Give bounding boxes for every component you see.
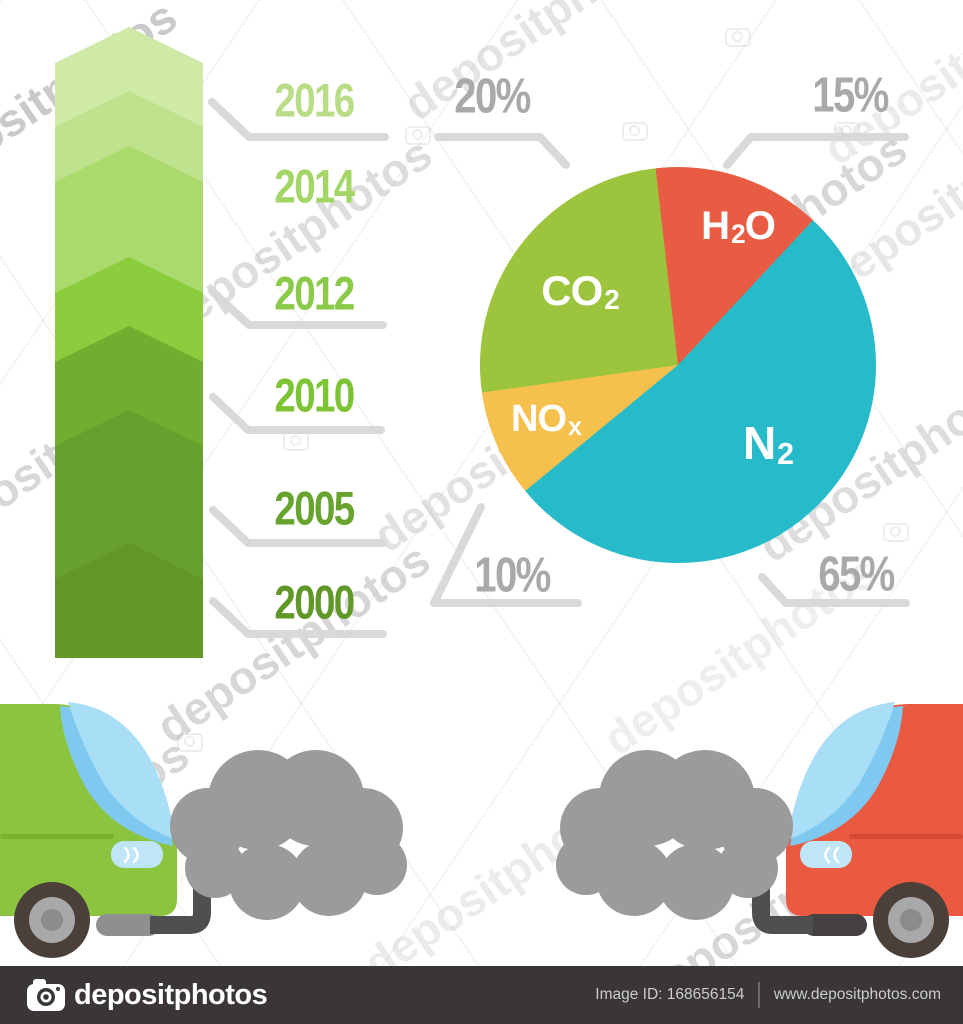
callout-line [434, 133, 570, 169]
pie-slice-label-N2: N2 [742, 417, 794, 471]
pie-slice-label-H2O: H2O [701, 204, 776, 250]
pie-callout-CO2: 20% [454, 69, 531, 124]
watermark-camera-icon [622, 122, 648, 141]
watermark-camera-icon [883, 523, 909, 542]
lamp-shine-mark [833, 846, 840, 864]
car-illustration-red [556, 702, 963, 958]
exhaust-smoke-cloud [170, 750, 407, 920]
car-body-crease [0, 834, 114, 839]
watermark-camera-icon [405, 126, 431, 145]
callout-line [209, 506, 387, 547]
car-body-crease [849, 834, 963, 839]
pie-chart: H2O N2 NOx CO2 [480, 167, 876, 563]
year-label-2000: 2000 [274, 575, 355, 629]
image-id-text: Image ID: 168656154 [595, 986, 745, 1003]
depositphotos-wordmark: depositphotos [74, 978, 268, 1011]
depositphotos-camera-icon [27, 979, 65, 1011]
car-rear-window [68, 702, 176, 840]
pie-slice-label-CO2: CO2 [541, 267, 619, 316]
year-label-2010: 2010 [274, 368, 355, 422]
pie-slice-label-NOx: NOx [511, 398, 582, 441]
exhaust-pipe [150, 881, 211, 934]
website-text: www.depositphotos.com [773, 986, 941, 1003]
lamp-shine-mark [824, 846, 831, 864]
year-label-2012: 2012 [274, 266, 355, 320]
watermark-footer-bar: depositphotos Image ID: 168656154 www.de… [0, 966, 963, 1024]
callout-line [208, 287, 387, 329]
timeline-bar-chart [55, 0, 203, 658]
lamp-shine-mark [123, 846, 130, 864]
wheel-hub [41, 909, 63, 931]
year-label-2014: 2014 [274, 159, 355, 213]
pie-callout-H2O: 15% [812, 68, 889, 123]
pie-callout-NOx: 10% [474, 548, 551, 603]
year-label-2005: 2005 [274, 481, 355, 535]
exhaust-smoke-cloud [556, 750, 793, 920]
exhaust-muffler [803, 914, 867, 936]
callout-line [723, 133, 909, 169]
callout-line [209, 393, 385, 434]
lamp-shine-mark [132, 846, 139, 864]
callout-line [209, 597, 387, 638]
callout-line [430, 503, 582, 607]
car-illustration-green [0, 702, 407, 958]
watermark-camera-icon [177, 733, 203, 752]
callout-line [758, 573, 910, 607]
year-label-2016: 2016 [274, 73, 355, 127]
watermark-camera-icon [725, 28, 751, 47]
callout-line [208, 98, 389, 141]
pie-callout-N2: 65% [818, 547, 895, 602]
footer-divider [758, 982, 760, 1008]
wheel-hub [900, 909, 922, 931]
exhaust-muffler [96, 914, 160, 936]
car-rear-window [787, 702, 895, 840]
exhaust-pipe [752, 881, 813, 934]
